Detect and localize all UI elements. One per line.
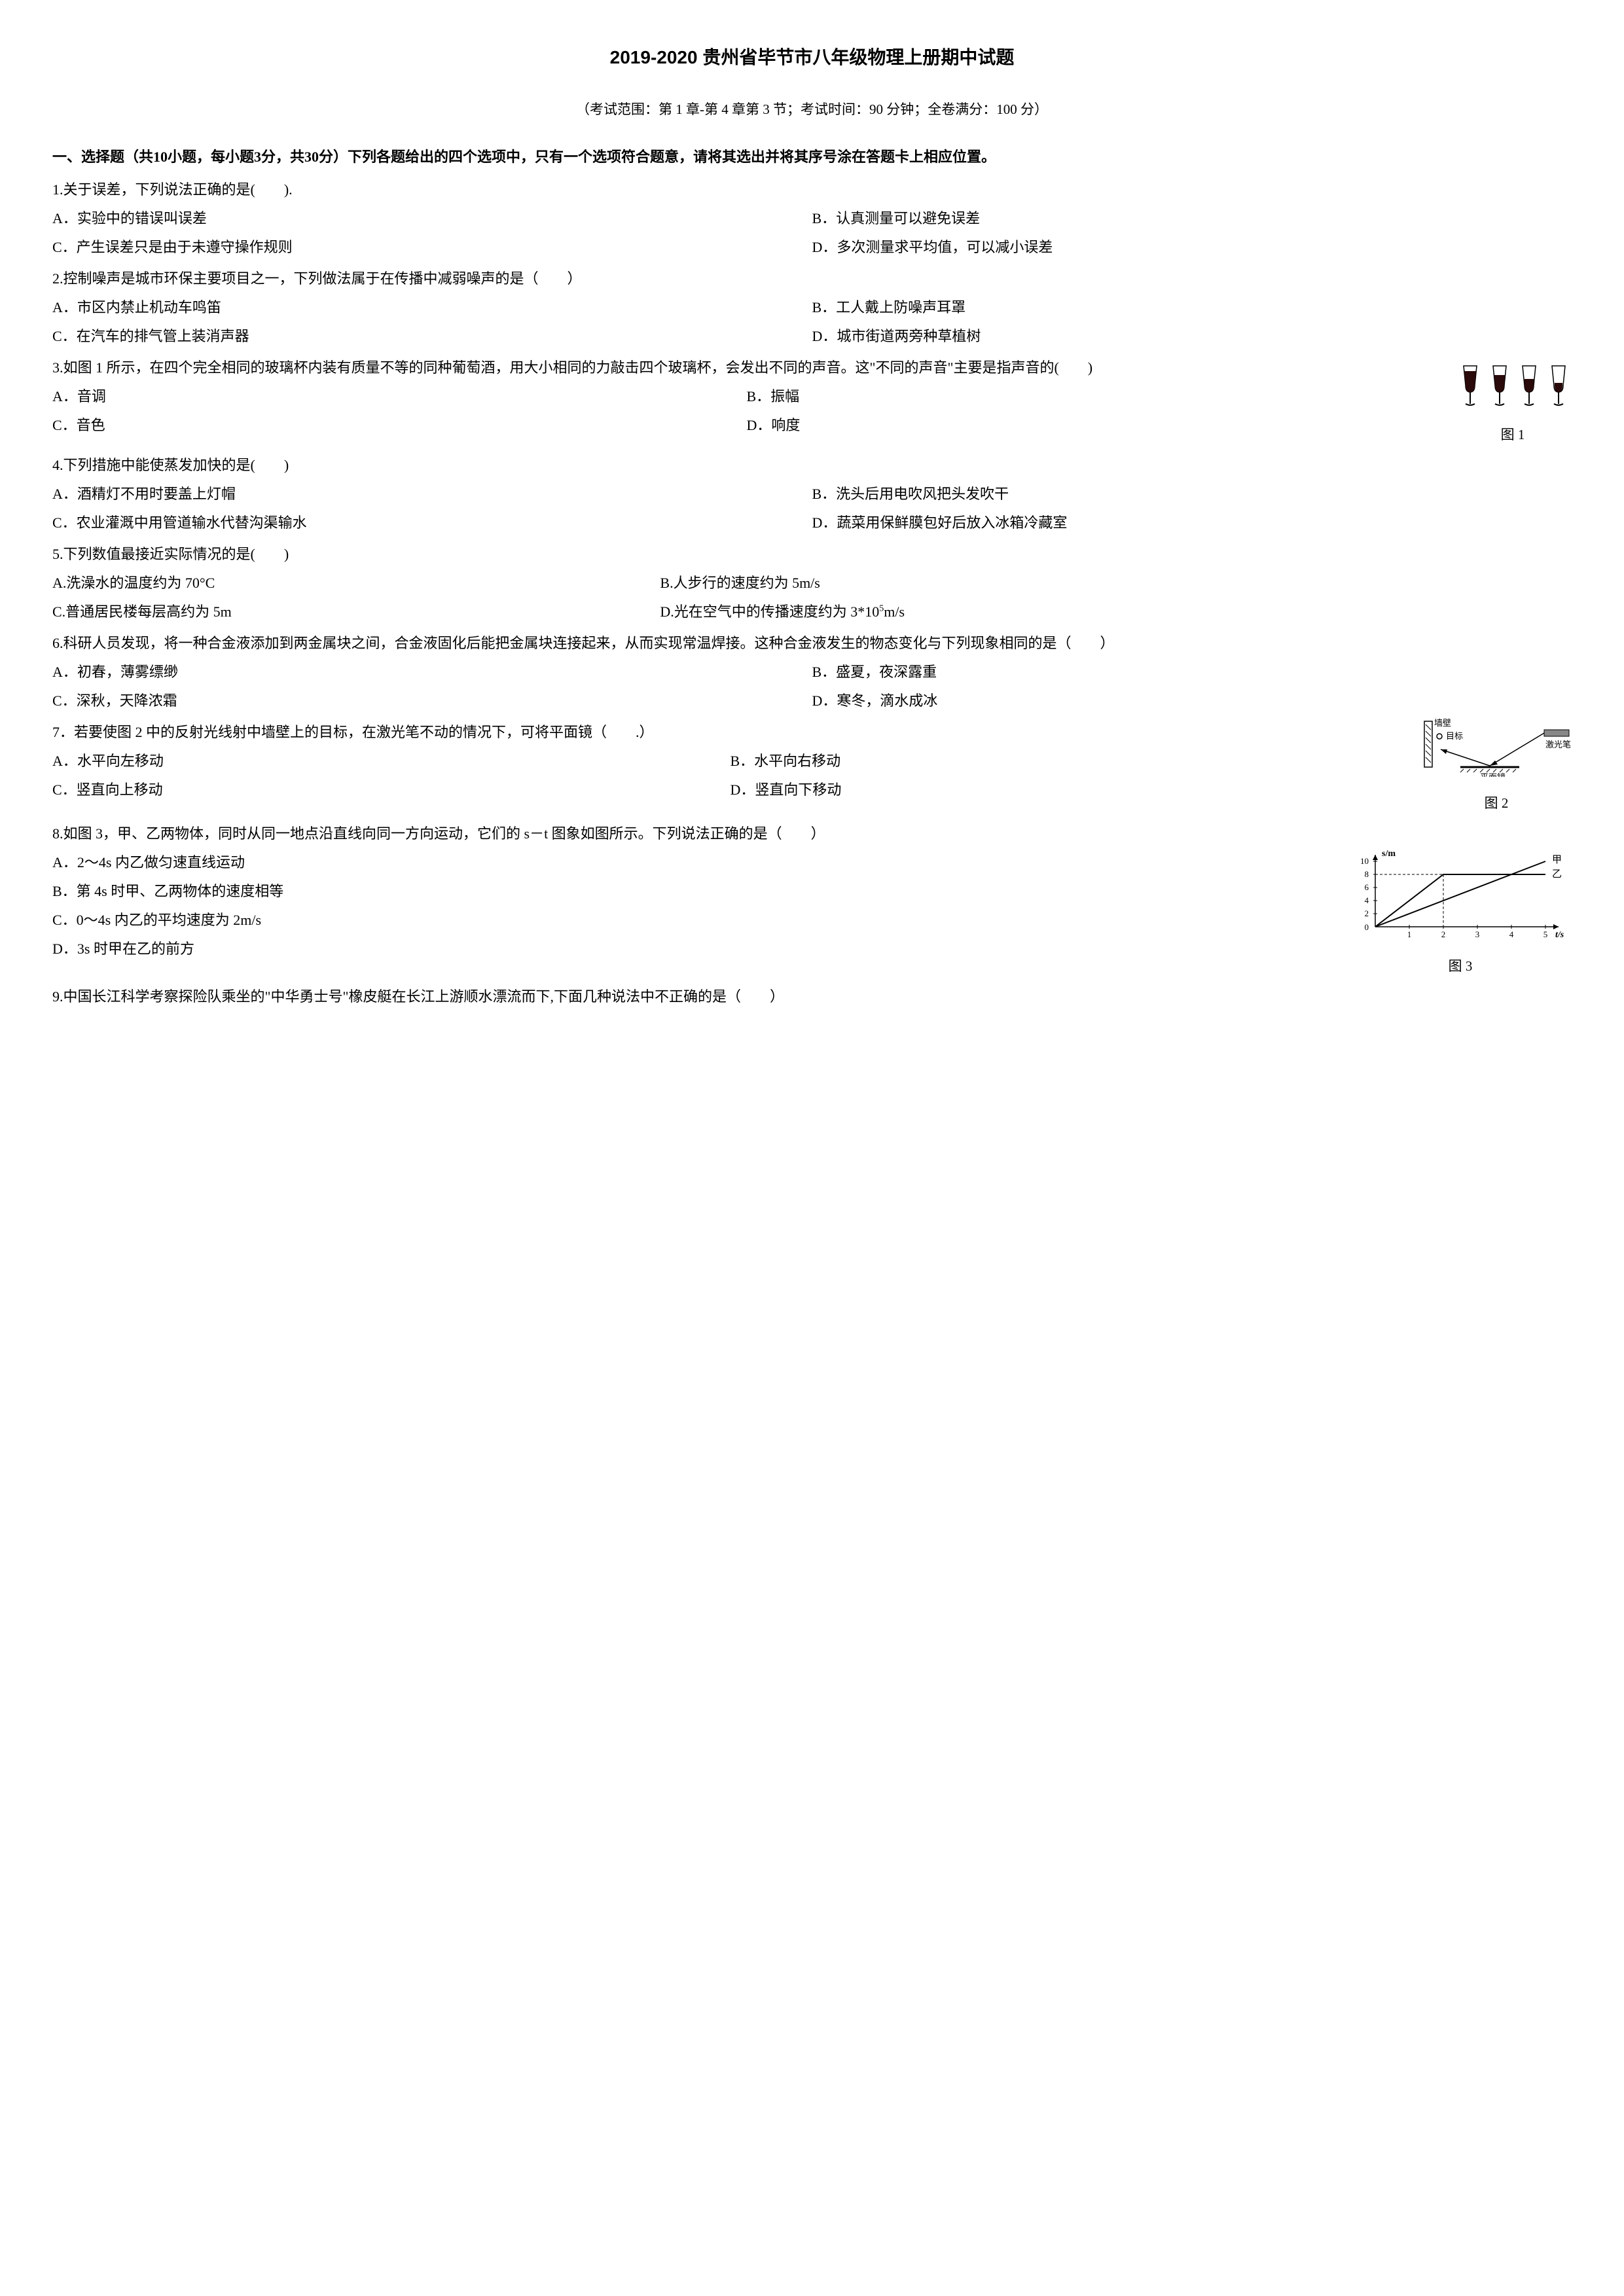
q4-option-c: C．农业灌溉中用管道输水代替沟渠输水 [52,509,812,537]
svg-text:2: 2 [1365,908,1369,918]
q2-option-c: C．在汽车的排气管上装消声器 [52,322,812,351]
svg-text:4: 4 [1509,929,1514,939]
q1-stem: 1.关于误差，下列说法正确的是( ). [52,175,1572,204]
q6-option-b: B．盛夏，夜深露重 [812,658,1572,687]
figure-3-label: 图 3 [1349,952,1572,980]
q7-stem: 7．若要使图 2 中的反射光线射中墙壁上的目标，在激光笔不动的情况下，可将平面镜… [52,718,1572,747]
svg-text:平面镜: 平面镜 [1480,772,1506,777]
q2-option-d: D．城市街道两旁种草植树 [812,322,1572,351]
st-chart-icon: 0 2 4 6 8 10 1 2 3 4 5 s/m t/s 甲 乙 [1349,848,1572,940]
figure-1: 图 1 [1454,363,1572,448]
svg-text:5: 5 [1543,929,1548,939]
q3-stem: 3.如图 1 所示，在四个完全相同的玻璃杯内装有质量不等的同种葡萄酒，用大小相同… [52,353,1572,382]
question-6: 6.科研人员发现，将一种合金液添加到两金属块之间，合金液固化后能把金属块连接起来… [52,629,1572,715]
q3-option-a: A．音调 [52,382,747,411]
svg-text:墙壁: 墙壁 [1434,718,1451,728]
svg-text:2: 2 [1441,929,1446,939]
figure-3: 0 2 4 6 8 10 1 2 3 4 5 s/m t/s 甲 乙 图 3 [1349,848,1572,980]
section-1-header: 一、选择题（共10小题，每小题3分，共30分）下列各题给出的四个选项中，只有一个… [52,143,1572,171]
figure-2: 墙壁 目标 激光笔 平面镜 图 2 [1421,718,1572,817]
q7-option-b: B．水平向右移动 [731,747,1409,776]
figure-1-label: 图 1 [1454,421,1572,448]
svg-text:6: 6 [1365,882,1369,892]
q7-option-a: A．水平向左移动 [52,747,731,776]
q5-option-d: D.光在空气中的传播速度约为 3*105m/s [660,598,1572,626]
q3-option-c: C．音色 [52,411,747,440]
q8-option-c: C．0～4s 内乙的平均速度为 2m/s [52,906,1336,935]
question-8: 8.如图 3，甲、乙两物体，同时从同一地点沿直线向同一方向运动，它们的 s－t … [52,819,1572,980]
q8-option-a: A．2～4s 内乙做匀速直线运动 [52,848,1336,877]
q8-stem: 8.如图 3，甲、乙两物体，同时从同一地点沿直线向同一方向运动，它们的 s－t … [52,819,1572,848]
svg-text:甲: 甲 [1552,855,1562,865]
svg-text:乙: 乙 [1552,869,1562,880]
svg-text:1: 1 [1407,929,1412,939]
q4-option-d: D．蔬菜用保鲜膜包好后放入冰箱冷藏室 [812,509,1572,537]
q8-option-b: B．第 4s 时甲、乙两物体的速度相等 [52,877,1336,906]
svg-text:0: 0 [1365,922,1369,932]
mirror-diagram-icon: 墙壁 目标 激光笔 平面镜 [1421,718,1572,777]
question-5: 5.下列数值最接近实际情况的是( ) A.洗澡水的温度约为 70°C B.人步行… [52,540,1572,626]
q2-option-b: B．工人戴上防噪声耳罩 [812,293,1572,322]
q7-option-c: C．竖直向上移动 [52,776,731,804]
svg-text:激光笔: 激光笔 [1545,740,1571,749]
svg-text:s/m: s/m [1382,849,1396,859]
q6-option-c: C．深秋，天降浓霜 [52,687,812,715]
q5-option-c: C.普通居民楼每层高约为 5m [52,598,660,626]
q1-option-a: A．实验中的错误叫误差 [52,204,812,233]
exam-title: 2019-2020 贵州省毕节市八年级物理上册期中试题 [52,39,1572,76]
q6-stem: 6.科研人员发现，将一种合金液添加到两金属块之间，合金液固化后能把金属块连接起来… [52,629,1572,658]
q7-option-d: D．竖直向下移动 [731,776,1409,804]
svg-text:目标: 目标 [1446,731,1463,741]
figure-2-label: 图 2 [1421,789,1572,817]
question-2: 2.控制噪声是城市环保主要项目之一，下列做法属于在传播中减弱噪声的是（ ） A．… [52,264,1572,351]
q5-stem: 5.下列数值最接近实际情况的是( ) [52,540,1572,569]
wine-glasses-icon [1454,363,1572,418]
q1-option-c: C．产生误差只是由于未遵守操作规则 [52,233,812,262]
svg-text:4: 4 [1365,895,1369,905]
q4-stem: 4.下列措施中能使蒸发加快的是( ) [52,451,1572,480]
q9-stem: 9.中国长江科学考察探险队乘坐的"中华勇士号"橡皮艇在长江上游顺水漂流而下,下面… [52,982,1572,1011]
q3-option-d: D．响度 [747,411,1441,440]
question-3: 3.如图 1 所示，在四个完全相同的玻璃杯内装有质量不等的同种葡萄酒，用大小相同… [52,353,1572,448]
q6-option-d: D．寒冬，滴水成冰 [812,687,1572,715]
q5-option-b: B.人步行的速度约为 5m/s [660,569,1572,598]
q3-option-b: B．振幅 [747,382,1441,411]
q8-option-d: D．3s 时甲在乙的前方 [52,935,1336,963]
question-7: 墙壁 目标 激光笔 平面镜 图 2 7．若 [52,718,1572,817]
q6-option-a: A．初春，薄雾缥缈 [52,658,812,687]
q4-option-a: A．酒精灯不用时要盖上灯帽 [52,480,812,509]
svg-text:8: 8 [1365,869,1369,879]
svg-text:t/s: t/s [1555,930,1564,940]
q1-option-b: B．认真测量可以避免误差 [812,204,1572,233]
svg-text:10: 10 [1360,856,1369,866]
q1-option-d: D．多次测量求平均值，可以减小误差 [812,233,1572,262]
exam-subtitle: （考试范围：第 1 章-第 4 章第 3 节；考试时间：90 分钟；全卷满分：1… [52,96,1572,123]
q2-option-a: A．市区内禁止机动车鸣笛 [52,293,812,322]
q2-stem: 2.控制噪声是城市环保主要项目之一，下列做法属于在传播中减弱噪声的是（ ） [52,264,1572,293]
question-9: 9.中国长江科学考察探险队乘坐的"中华勇士号"橡皮艇在长江上游顺水漂流而下,下面… [52,982,1572,1011]
question-4: 4.下列措施中能使蒸发加快的是( ) A．酒精灯不用时要盖上灯帽 B．洗头后用电… [52,451,1572,537]
q4-option-b: B．洗头后用电吹风把头发吹干 [812,480,1572,509]
svg-text:3: 3 [1475,929,1480,939]
question-1: 1.关于误差，下列说法正确的是( ). A．实验中的错误叫误差 B．认真测量可以… [52,175,1572,262]
q5-option-a: A.洗澡水的温度约为 70°C [52,569,660,598]
